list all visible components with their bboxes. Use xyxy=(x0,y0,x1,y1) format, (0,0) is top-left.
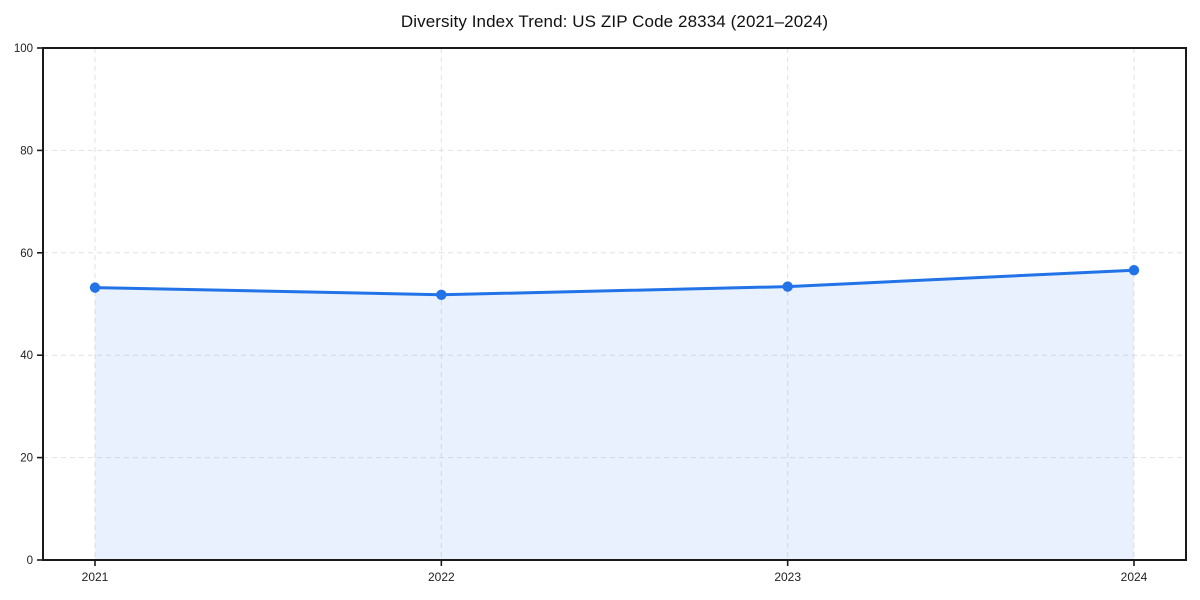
data-point xyxy=(436,289,447,300)
y-tick-label: 20 xyxy=(20,453,33,465)
y-tick-label: 40 xyxy=(20,350,33,362)
trend-line xyxy=(93,268,1136,297)
axes-box xyxy=(42,47,1187,561)
y-tick-label: 80 xyxy=(20,145,33,157)
data-point xyxy=(782,281,793,292)
x-tick-label: 2023 xyxy=(774,570,801,584)
data-point xyxy=(1128,265,1140,276)
tick-marks xyxy=(37,47,1135,566)
data-point xyxy=(89,282,101,293)
chart-title: Diversity Index Trend: US ZIP Code 28334… xyxy=(400,12,829,31)
y-tick-label: 0 xyxy=(27,555,33,567)
area-fill xyxy=(95,270,1134,560)
tick-labels: 0 20 40 60 80 100 2021 2022 2023 2024 xyxy=(14,43,1148,584)
y-tick-label: 60 xyxy=(20,248,33,260)
x-tick-label: 2022 xyxy=(428,570,455,584)
y-tick-label: 100 xyxy=(14,43,33,55)
x-tick-label: 2021 xyxy=(82,570,109,584)
data-points xyxy=(89,265,1140,300)
x-tick-label: 2024 xyxy=(1121,570,1148,584)
